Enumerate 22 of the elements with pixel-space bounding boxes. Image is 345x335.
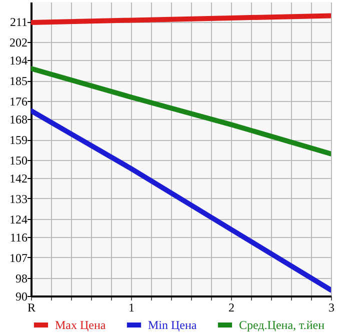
y-tick-label: 133 [10, 192, 28, 206]
y-tick-label: 124 [10, 212, 28, 226]
legend-label: Max Цена [55, 318, 106, 332]
x-tick-label: 1 [128, 300, 134, 314]
x-tick-label: R [27, 300, 36, 314]
y-tick-label: 202 [10, 36, 28, 50]
y-tick-label: 107 [10, 250, 28, 265]
y-tick-label: 98 [16, 271, 28, 286]
y-tick-label: 168 [10, 112, 28, 127]
y-tick-label: 176 [10, 94, 28, 108]
legend-label: Сред.Цена, т.йен [239, 318, 326, 332]
y-tick-label: 142 [10, 172, 28, 186]
y-tick-label: 194 [10, 54, 28, 68]
y-tick-label: 116 [10, 230, 28, 245]
y-tick-label: 211 [10, 15, 28, 30]
y-tick-label: 150 [10, 153, 28, 168]
legend-label: Min Цена [148, 318, 198, 332]
y-tick-label: 159 [10, 133, 28, 148]
y-tick-label: 90 [16, 290, 28, 304]
x-tick-label: 3 [328, 300, 334, 314]
x-tick-label: 2 [228, 300, 234, 314]
y-tick-label: 185 [10, 74, 28, 88]
